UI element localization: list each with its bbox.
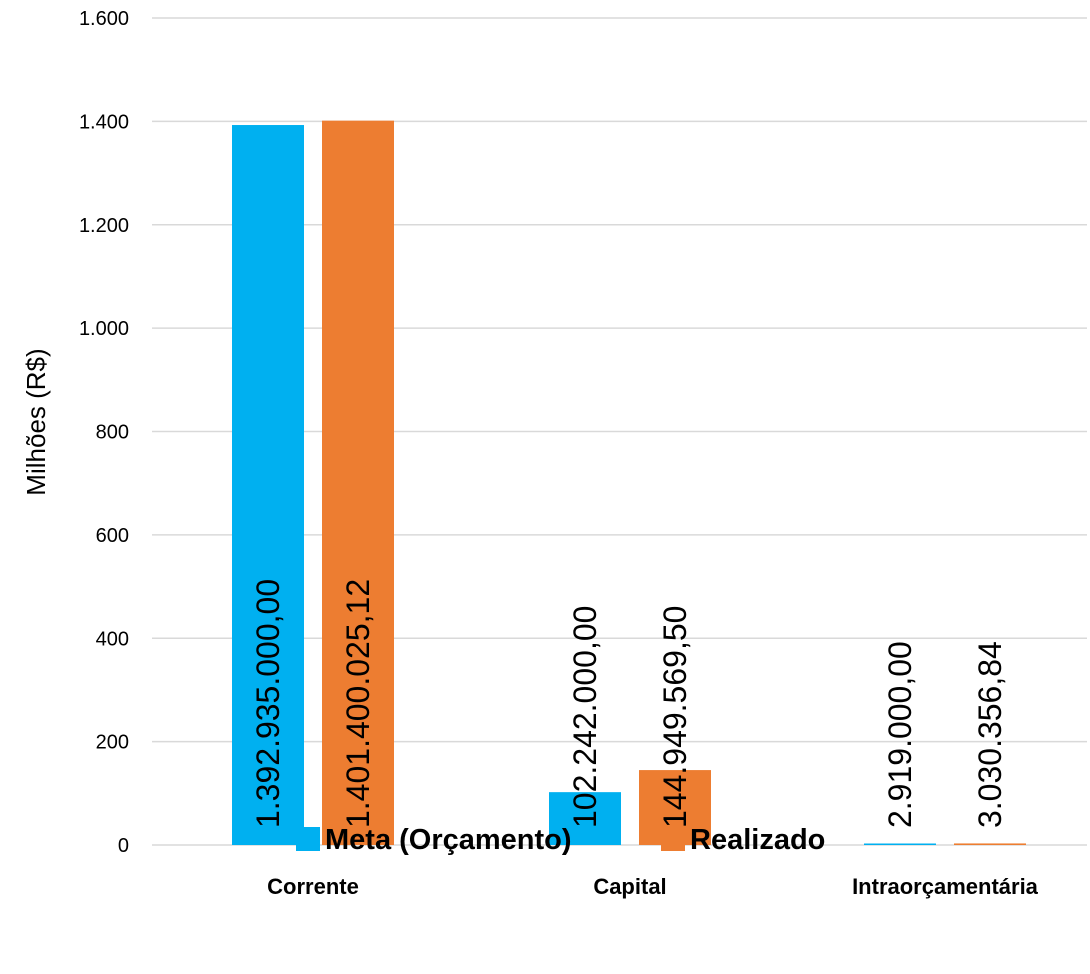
x-category-label: Corrente <box>267 874 359 899</box>
data-label: 1.401.400.025,12 <box>340 579 376 828</box>
y-tick-label: 800 <box>96 422 129 444</box>
bar-realizado <box>322 120 394 845</box>
bar-realizado <box>954 843 1026 845</box>
y-axis-label: Milhões (R$) <box>21 348 51 495</box>
data-labels: 1.392.935.000,00 102.242.000,00 2.919.000,… <box>250 579 1008 828</box>
bar-meta <box>549 792 621 845</box>
data-label: 144.949.569,50 <box>657 606 693 828</box>
y-tick-label: 1.000 <box>79 318 129 340</box>
bars <box>232 120 1026 845</box>
data-label: 1.392.935.000,00 <box>250 579 286 828</box>
data-label: 3.030.356,84 <box>972 641 1008 828</box>
y-tick-label: 0 <box>118 835 129 857</box>
y-tick-label: 1.400 <box>79 111 129 133</box>
y-tick-label: 600 <box>96 525 129 547</box>
legend-swatch <box>296 827 320 851</box>
legend-swatch <box>661 827 685 851</box>
y-tick-label: 1.200 <box>79 215 129 237</box>
bar-meta <box>864 843 936 845</box>
y-tick-label: 200 <box>96 732 129 754</box>
y-axis-ticks: 0 200 400 600 800 1.000 1.200 1.400 1.600 <box>79 8 129 857</box>
bar-meta <box>232 125 304 845</box>
y-tick-label: 1.600 <box>79 8 129 30</box>
x-category-label: Capital <box>593 874 666 899</box>
gridlines <box>152 17 1087 846</box>
y-tick-label: 400 <box>96 628 129 650</box>
legend-label: Realizado <box>690 824 825 856</box>
x-category-label: Intraorçamentária <box>852 874 1039 899</box>
data-label: 2.919.000,00 <box>882 641 918 828</box>
x-axis-categories: Corrente Capital Intraorçamentária <box>267 874 1039 899</box>
legend: Meta (Orçamento) Realizado <box>296 824 825 856</box>
legend-label: Meta (Orçamento) <box>325 824 572 856</box>
data-label: 102.242.000,00 <box>567 606 603 828</box>
